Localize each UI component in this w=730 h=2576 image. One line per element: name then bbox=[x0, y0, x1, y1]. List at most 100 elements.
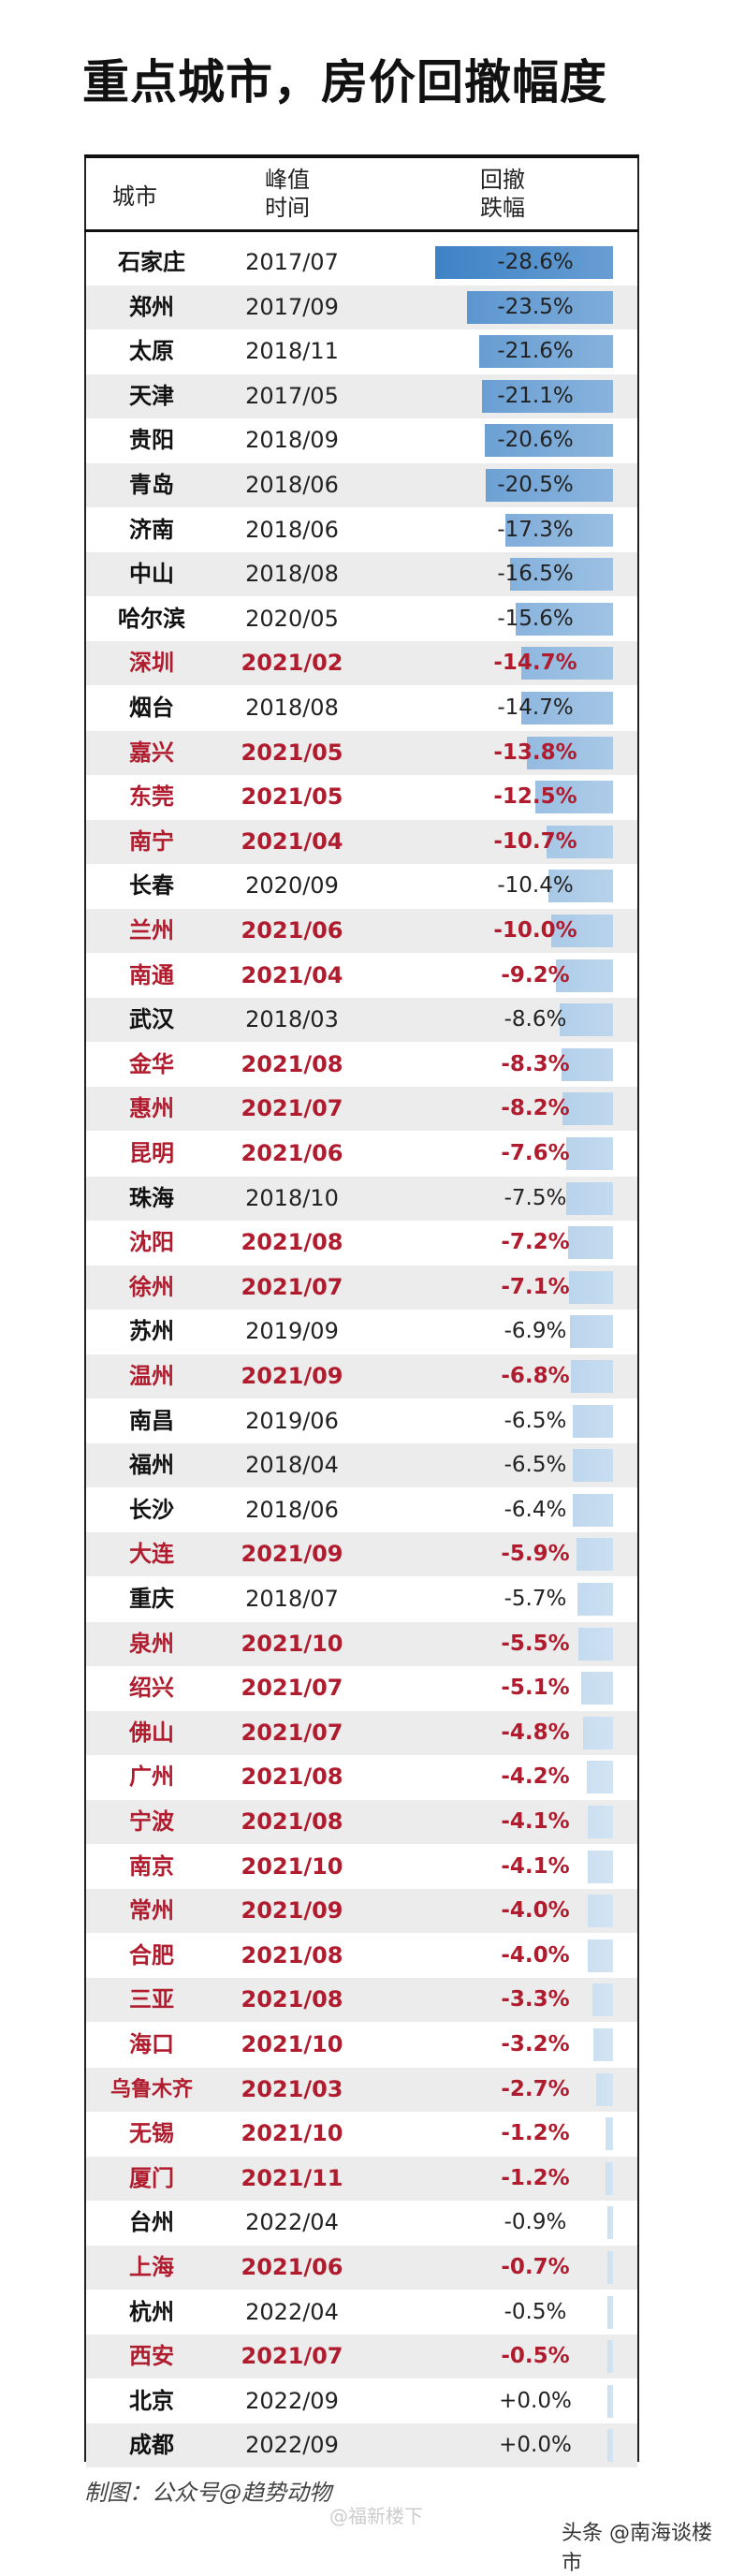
drop-bar bbox=[573, 1449, 613, 1483]
drop-bar bbox=[592, 1983, 613, 2017]
drop-value: -0.9% bbox=[504, 2210, 567, 2235]
peak-date: 2020/09 bbox=[245, 872, 339, 900]
peak-date: 2022/09 bbox=[245, 2432, 339, 2459]
drop-bar bbox=[581, 1672, 613, 1705]
table-row: 佛山 2021/07 -4.8% bbox=[86, 1710, 637, 1755]
city-name: 大连 bbox=[129, 1541, 174, 1568]
drop-bar bbox=[593, 2028, 613, 2061]
drop-bar bbox=[571, 1360, 613, 1393]
table-row: 常州 2021/09 -4.0% bbox=[86, 1889, 637, 1934]
city-name: 济南 bbox=[129, 516, 174, 543]
drop-value: -9.2% bbox=[501, 962, 570, 988]
drop-bar bbox=[486, 469, 613, 502]
drop-value: -7.6% bbox=[501, 1141, 570, 1165]
city-name: 武汉 bbox=[129, 1006, 174, 1033]
drop-value: -0.5% bbox=[501, 2344, 570, 2369]
city-name: 天津 bbox=[129, 382, 174, 409]
watermark-right: 头条 @南海谈楼市 bbox=[562, 2522, 712, 2575]
drop-value: -2.7% bbox=[501, 2076, 570, 2101]
drop-bar bbox=[547, 825, 613, 858]
city-name: 徐州 bbox=[129, 1273, 174, 1300]
drop-value: -17.3% bbox=[497, 517, 574, 542]
peak-date: 2021/10 bbox=[241, 2120, 343, 2147]
drop-value: -5.1% bbox=[501, 1676, 570, 1701]
table-row: 太原 2018/11 -21.6% bbox=[86, 329, 637, 373]
drop-value: -6.5% bbox=[504, 1453, 567, 1478]
peak-date: 2021/10 bbox=[241, 1630, 343, 1657]
table-row: 贵阳 2018/09 -20.6% bbox=[86, 418, 637, 462]
peak-date: 2017/09 bbox=[245, 293, 339, 320]
city-name: 嘉兴 bbox=[129, 739, 174, 766]
drop-bar bbox=[596, 2072, 613, 2106]
table-row: 苏州 2019/09 -6.9% bbox=[86, 1310, 637, 1354]
city-name: 重庆 bbox=[129, 1586, 174, 1612]
drop-value: -10.0% bbox=[493, 918, 577, 943]
drop-bar bbox=[521, 647, 613, 681]
city-name: 苏州 bbox=[129, 1318, 174, 1345]
city-name: 南京 bbox=[129, 1852, 174, 1880]
drop-value: -4.2% bbox=[501, 1764, 570, 1790]
drop-bar bbox=[482, 379, 613, 413]
city-name: 三亚 bbox=[129, 1986, 174, 2013]
peak-date: 2017/05 bbox=[245, 382, 339, 409]
peak-date: 2021/07 bbox=[241, 1095, 343, 1122]
city-name: 佛山 bbox=[129, 1719, 174, 1746]
chart-credit: 制图：公众号@趋势动物 bbox=[84, 2480, 331, 2506]
peak-date: 2021/02 bbox=[241, 650, 343, 677]
peak-date: 2021/06 bbox=[241, 2254, 343, 2280]
drop-bar bbox=[606, 2161, 613, 2195]
city-name: 绍兴 bbox=[129, 1675, 174, 1702]
table-row: 兰州 2021/06 -10.0% bbox=[86, 909, 637, 953]
peak-date: 2021/08 bbox=[241, 1941, 343, 1969]
drop-value: -12.5% bbox=[493, 784, 577, 810]
peak-date: 2021/09 bbox=[241, 1363, 343, 1389]
drop-bar bbox=[562, 1047, 613, 1081]
drop-bar bbox=[556, 959, 613, 992]
drop-bar bbox=[607, 2251, 613, 2284]
peak-date: 2020/05 bbox=[245, 605, 339, 632]
peak-date: 2021/05 bbox=[241, 783, 343, 811]
peak-date: 2018/11 bbox=[245, 338, 339, 365]
drop-value: -20.5% bbox=[497, 473, 574, 497]
table-row: 北京 2022/09 +0.0% bbox=[86, 2379, 637, 2423]
drop-bar bbox=[485, 424, 613, 458]
city-name: 哈尔滨 bbox=[118, 605, 185, 632]
drop-value: -23.5% bbox=[497, 294, 574, 319]
city-name: 乌鲁木齐 bbox=[110, 2077, 193, 2101]
peak-date: 2021/09 bbox=[241, 1541, 343, 1568]
table-row: 嘉兴 2021/05 -13.8% bbox=[86, 730, 637, 775]
peak-date: 2019/09 bbox=[245, 1318, 339, 1345]
table-row: 东莞 2021/05 -12.5% bbox=[86, 775, 637, 819]
table-row: 郑州 2017/09 -23.5% bbox=[86, 285, 637, 329]
drop-value: -14.7% bbox=[497, 695, 574, 720]
drop-bar bbox=[510, 558, 613, 592]
drop-bar bbox=[568, 1226, 613, 1260]
city-name: 长春 bbox=[129, 872, 174, 900]
drop-value: -20.6% bbox=[497, 428, 574, 453]
peak-date: 2021/07 bbox=[241, 1273, 343, 1300]
city-name: 合肥 bbox=[129, 1941, 174, 1969]
table-row: 福州 2018/04 -6.5% bbox=[86, 1443, 637, 1488]
city-name: 无锡 bbox=[129, 2120, 174, 2147]
table-row: 三亚 2021/08 -3.3% bbox=[86, 1978, 637, 2023]
table-row: 烟台 2018/08 -14.7% bbox=[86, 686, 637, 730]
peak-date: 2021/08 bbox=[241, 1986, 343, 2013]
table-row: 成都 2022/09 +0.0% bbox=[86, 2423, 637, 2468]
drop-bar bbox=[570, 1315, 613, 1349]
city-name: 昆明 bbox=[129, 1140, 174, 1166]
city-name: 上海 bbox=[129, 2254, 174, 2280]
drop-bar bbox=[588, 1939, 613, 1972]
peak-date: 2017/07 bbox=[245, 249, 339, 275]
drop-bar bbox=[588, 1806, 613, 1838]
drop-bar bbox=[577, 1538, 613, 1572]
table-row: 上海 2021/06 -0.7% bbox=[86, 2246, 637, 2290]
drop-value: -21.1% bbox=[497, 383, 574, 408]
table-row: 重庆 2018/07 -5.7% bbox=[86, 1577, 637, 1621]
drop-bar bbox=[587, 1761, 613, 1794]
peak-date: 2021/07 bbox=[241, 1675, 343, 1702]
city-name: 深圳 bbox=[129, 650, 174, 677]
table-row: 台州 2022/04 -0.9% bbox=[86, 2201, 637, 2245]
drop-value: -1.2% bbox=[501, 2121, 570, 2146]
table-row: 长沙 2018/06 -6.4% bbox=[86, 1488, 637, 1532]
drop-value: -3.3% bbox=[501, 1987, 570, 2012]
